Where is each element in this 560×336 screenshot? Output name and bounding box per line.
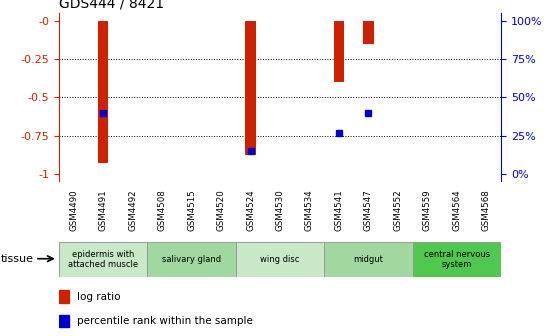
Bar	[147, 242, 236, 277]
Bar	[236, 242, 324, 277]
Bar	[59, 242, 147, 277]
Text: central nervous
system: central nervous system	[424, 250, 490, 269]
Bar	[98, 21, 108, 163]
Bar	[59, 315, 69, 327]
Text: salivary gland: salivary gland	[162, 255, 221, 264]
Text: GDS444 / 8421: GDS444 / 8421	[59, 0, 164, 11]
Text: log ratio: log ratio	[77, 292, 121, 302]
Bar	[59, 290, 69, 303]
Bar	[245, 21, 256, 156]
Text: midgut: midgut	[353, 255, 384, 264]
Bar	[413, 242, 501, 277]
Text: epidermis with
attached muscle: epidermis with attached muscle	[68, 250, 138, 269]
Bar	[363, 21, 374, 44]
Text: percentile rank within the sample: percentile rank within the sample	[77, 316, 253, 326]
Text: tissue: tissue	[1, 254, 34, 264]
Bar	[334, 21, 344, 82]
Bar	[324, 242, 413, 277]
Text: wing disc: wing disc	[260, 255, 300, 264]
